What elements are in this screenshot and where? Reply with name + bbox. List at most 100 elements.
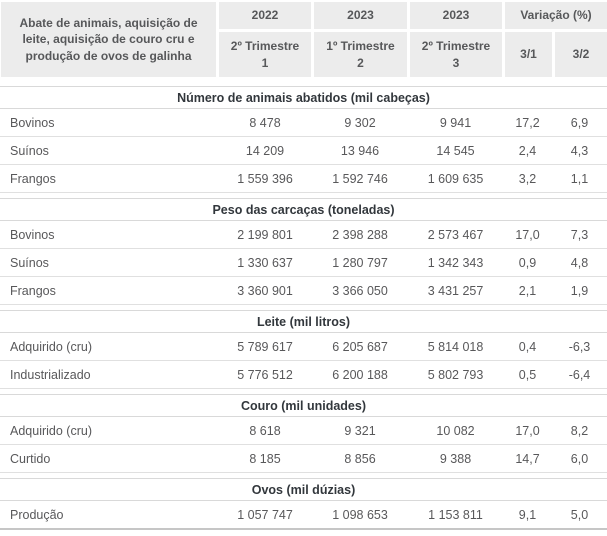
- table-bottom-border: [0, 528, 607, 530]
- table-row: Bovinos 8 478 9 302 9 941 17,2 6,9: [0, 109, 607, 137]
- year-col-header-3: 2023: [410, 2, 502, 29]
- value-2023-q1: 1 098 653: [332, 507, 388, 522]
- period-label: 2º Trimestre: [230, 39, 300, 54]
- value-2023-q1: 3 366 050: [332, 283, 388, 298]
- value-variation-3-2: -6,4: [568, 367, 591, 382]
- value-variation-3-1: 3,2: [518, 171, 537, 186]
- value-variation-3-1: 17,0: [515, 423, 540, 438]
- value-2022-q2: 1 330 637: [237, 255, 293, 270]
- value-2023-q2: 14 545: [436, 143, 475, 158]
- table-row: Bovinos 2 199 801 2 398 288 2 573 467 17…: [0, 221, 607, 249]
- variation-header: Variação (%): [505, 2, 607, 29]
- value-variation-3-2: 4,8: [570, 255, 589, 270]
- value-2023-q2: 1 342 343: [427, 255, 484, 270]
- row-label: Curtido: [10, 451, 51, 466]
- value-variation-3-2: 6,9: [570, 115, 589, 130]
- table-section: Ovos (mil dúzias) Produção 1 057 747 1 0…: [0, 478, 607, 528]
- value-2023-q1: 1 280 797: [332, 255, 388, 270]
- table-section: Peso das carcaças (toneladas) Bovinos 2 …: [0, 198, 607, 305]
- row-label: Bovinos: [10, 115, 55, 130]
- value-2022-q2: 8 185: [249, 451, 281, 466]
- value-2022-q2: 8 618: [249, 423, 281, 438]
- table-row: Industrializado 5 776 512 6 200 188 5 80…: [0, 361, 607, 389]
- section-title: Número de animais abatidos (mil cabeças): [0, 86, 607, 109]
- row-label: Frangos: [10, 283, 56, 298]
- value-2023-q2: 2 573 467: [427, 227, 484, 242]
- period-col-header-1: 2º Trimestre 1: [219, 32, 311, 77]
- year-col-header-1: 2022: [219, 2, 311, 29]
- variation-subcol-header-32: 3/2: [555, 32, 607, 77]
- value-variation-3-1: 9,1: [518, 507, 537, 522]
- value-2023-q2: 3 431 257: [427, 283, 484, 298]
- period-footnote-number: 1: [261, 55, 269, 70]
- value-2023-q1: 6 200 188: [332, 367, 388, 382]
- value-variation-3-2: -6,3: [568, 339, 591, 354]
- row-label: Suínos: [10, 143, 49, 158]
- value-variation-3-1: 0,5: [518, 367, 537, 382]
- value-2022-q2: 2 199 801: [237, 227, 293, 242]
- period-label: 1º Trimestre: [326, 39, 395, 54]
- value-variation-3-2: 7,3: [570, 227, 589, 242]
- variation-subcol-header-31: 3/1: [505, 32, 552, 77]
- value-2023-q2: 5 802 793: [427, 367, 484, 382]
- value-2023-q1: 9 302: [344, 115, 376, 130]
- section-rows: Bovinos 2 199 801 2 398 288 2 573 467 17…: [0, 221, 607, 305]
- table-title: Abate de animais, aquisição de leite, aq…: [1, 2, 216, 77]
- value-2023-q1: 2 398 288: [332, 227, 388, 242]
- period-footnote-number: 2: [357, 55, 364, 70]
- section-title: Peso das carcaças (toneladas): [0, 198, 607, 221]
- table-section: Número de animais abatidos (mil cabeças)…: [0, 86, 607, 193]
- value-variation-3-2: 6,0: [570, 451, 589, 466]
- value-2023-q2: 1 153 811: [428, 507, 483, 522]
- table-row: Adquirido (cru) 8 618 9 321 10 082 17,0 …: [0, 417, 607, 445]
- row-label: Produção: [10, 507, 64, 522]
- value-variation-3-2: 5,0: [570, 507, 589, 522]
- value-variation-3-1: 14,7: [515, 451, 540, 466]
- period-footnote-number: 3: [452, 55, 460, 70]
- table-row: Suínos 14 209 13 946 14 545 2,4 4,3: [0, 137, 607, 165]
- value-variation-3-1: 17,2: [515, 115, 540, 130]
- value-variation-3-2: 1,1: [570, 171, 589, 186]
- row-label: Frangos: [10, 171, 56, 186]
- value-variation-3-1: 2,4: [518, 143, 537, 158]
- row-label: Adquirido (cru): [10, 339, 92, 354]
- value-2023-q2: 10 082: [436, 423, 475, 438]
- row-label: Adquirido (cru): [10, 423, 92, 438]
- value-2023-q1: 9 321: [344, 423, 376, 438]
- table-section: Couro (mil unidades) Adquirido (cru) 8 6…: [0, 394, 607, 473]
- value-variation-3-1: 0,9: [518, 255, 537, 270]
- table-body: Número de animais abatidos (mil cabeças)…: [0, 86, 607, 528]
- period-label: 2º Trimestre: [421, 39, 491, 54]
- value-2023-q2: 9 388: [439, 451, 472, 466]
- row-label: Industrializado: [10, 367, 91, 382]
- value-variation-3-1: 17,0: [515, 227, 540, 242]
- table-row: Frangos 3 360 901 3 366 050 3 431 257 2,…: [0, 277, 607, 305]
- value-variation-3-2: 8,2: [570, 423, 589, 438]
- period-col-header-2: 1º Trimestre 2: [314, 32, 407, 77]
- value-2022-q2: 1 559 396: [237, 171, 293, 186]
- value-2022-q2: 5 776 512: [237, 367, 293, 382]
- table-section: Leite (mil litros) Adquirido (cru) 5 789…: [0, 310, 607, 389]
- value-2023-q2: 1 609 635: [427, 171, 484, 186]
- section-rows: Adquirido (cru) 8 618 9 321 10 082 17,0 …: [0, 417, 607, 473]
- value-2022-q2: 8 478: [249, 115, 281, 130]
- value-2022-q2: 14 209: [245, 143, 285, 158]
- value-variation-3-1: 0,4: [518, 339, 537, 354]
- table-row: Curtido 8 185 8 856 9 388 14,7 6,0: [0, 445, 607, 473]
- table-row: Adquirido (cru) 5 789 617 6 205 687 5 81…: [0, 333, 607, 361]
- value-variation-3-2: 1,9: [570, 283, 589, 298]
- section-rows: Adquirido (cru) 5 789 617 6 205 687 5 81…: [0, 333, 607, 389]
- value-2022-q2: 5 789 617: [237, 339, 293, 354]
- section-rows: Bovinos 8 478 9 302 9 941 17,2 6,9 Suíno…: [0, 109, 607, 193]
- value-2023-q2: 9 941: [439, 115, 472, 130]
- year-col-header-2: 2023: [314, 2, 407, 29]
- section-title: Couro (mil unidades): [0, 394, 607, 417]
- value-2023-q2: 5 814 018: [427, 339, 484, 354]
- section-title: Leite (mil litros): [0, 310, 607, 333]
- value-2023-q1: 1 592 746: [332, 171, 388, 186]
- table-row: Produção 1 057 747 1 098 653 1 153 811 9…: [0, 501, 607, 528]
- value-2023-q1: 13 946: [340, 143, 380, 158]
- value-variation-3-1: 2,1: [518, 283, 537, 298]
- row-label: Bovinos: [10, 227, 55, 242]
